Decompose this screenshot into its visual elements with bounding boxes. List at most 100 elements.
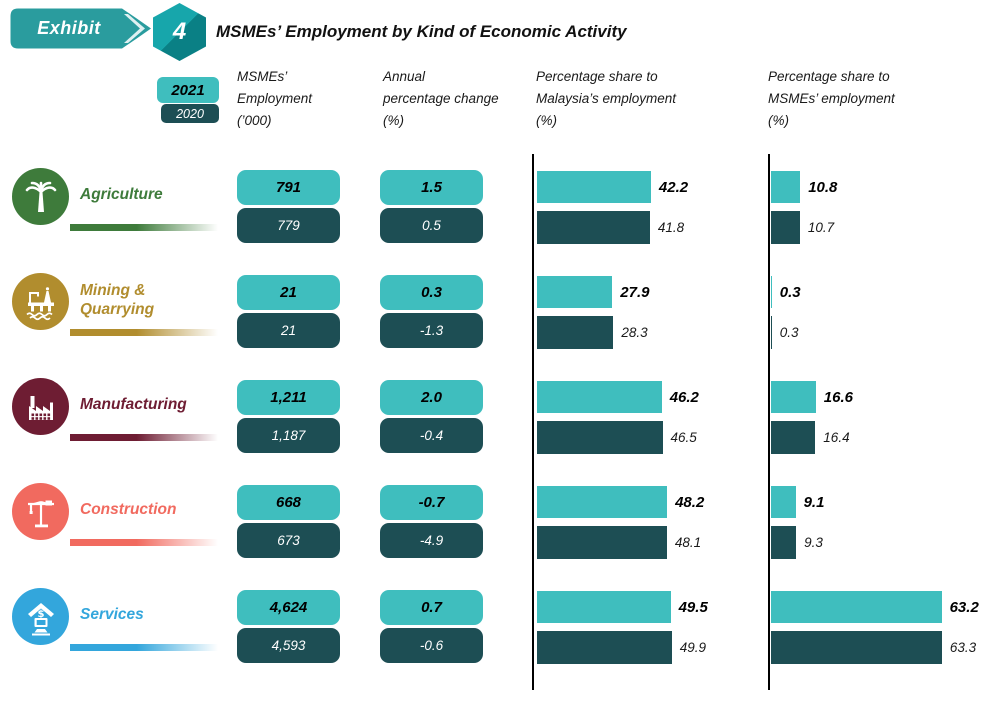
exhibit-number: 4 (172, 18, 187, 45)
change-2021-value: 0.3 (421, 284, 442, 301)
row-mining-quarrying: Mining & Quarrying 21 21 0.3 -1.3 27.9 2… (0, 265, 983, 370)
change-2021-box: -0.7 (380, 485, 483, 520)
employment-2021-value: 4,624 (269, 599, 308, 616)
change-2020-box: -0.4 (380, 418, 483, 453)
malaysia-share-axis (532, 154, 534, 690)
change-2020-box: -4.9 (380, 523, 483, 558)
palm-tree-icon (12, 168, 69, 225)
change-2021-box: 0.7 (380, 590, 483, 625)
oil-rig-icon (12, 273, 69, 330)
employment-2020-value: 779 (277, 218, 300, 233)
employment-2021-box: 4,624 (237, 590, 340, 625)
column-header-msme-share: Percentage share to MSMEs’ employment (%… (768, 69, 895, 128)
employment-2020-value: 673 (277, 533, 300, 548)
employment-2020-value: 4,593 (271, 638, 306, 653)
shop-icon: $ (12, 588, 69, 645)
row-manufacturing: Manufacturing 1,211 1,187 2.0 -0.4 46.2 … (0, 370, 983, 475)
column-header-malaysia-share: Percentage share to Malaysia’s employmen… (536, 69, 677, 128)
malaysia-share-bar-2021 (537, 171, 651, 203)
malaysia-share-bar-2021 (537, 381, 662, 413)
malaysia-share-bar-2020 (537, 421, 663, 454)
change-2021-box: 0.3 (380, 275, 483, 310)
exhibit-badge-label: Exhibit (37, 18, 101, 38)
malaysia-share-bar-2020 (537, 631, 672, 664)
msme-share-bar-2020 (771, 421, 816, 454)
crane-icon (12, 483, 69, 540)
malaysia-share-label-2020: 28.3 (621, 325, 648, 340)
row-underline (70, 434, 218, 441)
legend-2020: 2020 (161, 104, 219, 123)
factory-icon (12, 378, 69, 435)
employment-2020-box: 1,187 (237, 418, 340, 453)
msme-share-bar-2020 (771, 526, 797, 559)
page-title: MSMEs’ Employment by Kind of Economic Ac… (216, 22, 627, 41)
change-2021-value: -0.7 (418, 494, 445, 511)
employment-2021-box: 21 (237, 275, 340, 310)
change-2021-box: 1.5 (380, 170, 483, 205)
msme-share-label-2021: 16.6 (823, 388, 853, 406)
msme-share-bar-2021 (771, 591, 942, 623)
employment-2021-value: 1,211 (270, 389, 307, 406)
row-agriculture: Agriculture 791 779 1.5 0.5 42.2 41.8 10… (0, 160, 983, 265)
msme-share-bar-2021 (771, 171, 801, 203)
malaysia-share-label-2021: 49.5 (678, 598, 708, 616)
employment-2020-value: 1,187 (271, 428, 306, 443)
employment-2021-box: 668 (237, 485, 340, 520)
msme-share-label-2020: 63.3 (949, 640, 977, 655)
malaysia-share-bar-2020 (537, 211, 650, 244)
change-2020-value: -1.3 (419, 323, 444, 338)
change-2021-value: 1.5 (421, 179, 442, 196)
malaysia-share-bar-2020 (537, 316, 614, 349)
row-underline (70, 329, 218, 336)
row-construction: Construction 668 673 -0.7 -4.9 48.2 48.1… (0, 475, 983, 580)
column-header-annual-change: Annual percentage change (%) (383, 69, 499, 128)
employment-2020-box: 673 (237, 523, 340, 558)
row-label-services: Services (80, 606, 144, 624)
malaysia-share-bar-2021 (537, 276, 613, 308)
employment-2021-box: 791 (237, 170, 340, 205)
change-2020-value: 0.5 (422, 218, 441, 233)
msme-share-label-2020: 0.3 (779, 325, 799, 340)
svg-text:$: $ (37, 609, 44, 620)
change-2020-box: -0.6 (380, 628, 483, 663)
legend-2021: 2021 (157, 77, 219, 103)
row-label-manufacturing: Manufacturing (80, 396, 187, 414)
malaysia-share-label-2020: 41.8 (657, 220, 685, 235)
malaysia-share-label-2020: 49.9 (679, 640, 706, 655)
employment-2020-box: 779 (237, 208, 340, 243)
msme-share-bar-2020 (771, 316, 772, 349)
row-underline (70, 644, 218, 651)
malaysia-share-label-2021: 46.2 (669, 388, 699, 406)
row-services: $ Services 4,624 4,593 0.7 -0.6 49.5 49.… (0, 580, 983, 685)
msme-share-label-2021: 0.3 (779, 283, 801, 301)
change-2020-value: -0.4 (419, 428, 444, 443)
employment-2021-box: 1,211 (237, 380, 340, 415)
msme-share-bar-2020 (771, 631, 942, 664)
msme-share-label-2020: 9.3 (804, 535, 823, 550)
malaysia-share-label-2020: 46.5 (670, 430, 697, 445)
employment-2020-box: 4,593 (237, 628, 340, 663)
change-2020-box: 0.5 (380, 208, 483, 243)
msme-share-axis (768, 154, 770, 690)
malaysia-share-bar-2020 (537, 526, 667, 559)
malaysia-share-label-2021: 42.2 (658, 178, 689, 196)
row-label-construction: Construction (80, 501, 177, 519)
change-2021-box: 2.0 (380, 380, 483, 415)
employment-2021-value: 668 (275, 494, 302, 511)
column-header-employment: MSMEs’ Employment (’000) (237, 69, 313, 128)
row-underline (70, 224, 218, 231)
msme-share-bar-2021 (771, 276, 772, 308)
malaysia-share-bar-2021 (537, 591, 671, 623)
exhibit-badge: Exhibit (10, 8, 152, 49)
msme-share-label-2021: 10.8 (808, 178, 838, 196)
malaysia-share-label-2020: 48.1 (674, 535, 702, 550)
exhibit-number-hexagon: 4 (153, 3, 206, 61)
employment-2020-value: 21 (280, 323, 297, 338)
change-2021-value: 2.0 (421, 389, 442, 406)
malaysia-share-bar-2021 (537, 486, 668, 518)
employment-2021-value: 791 (275, 179, 302, 196)
msme-share-bar-2021 (771, 486, 796, 518)
change-2020-value: -4.9 (419, 533, 444, 548)
msme-share-bar-2021 (771, 381, 816, 413)
change-2020-box: -1.3 (380, 313, 483, 348)
